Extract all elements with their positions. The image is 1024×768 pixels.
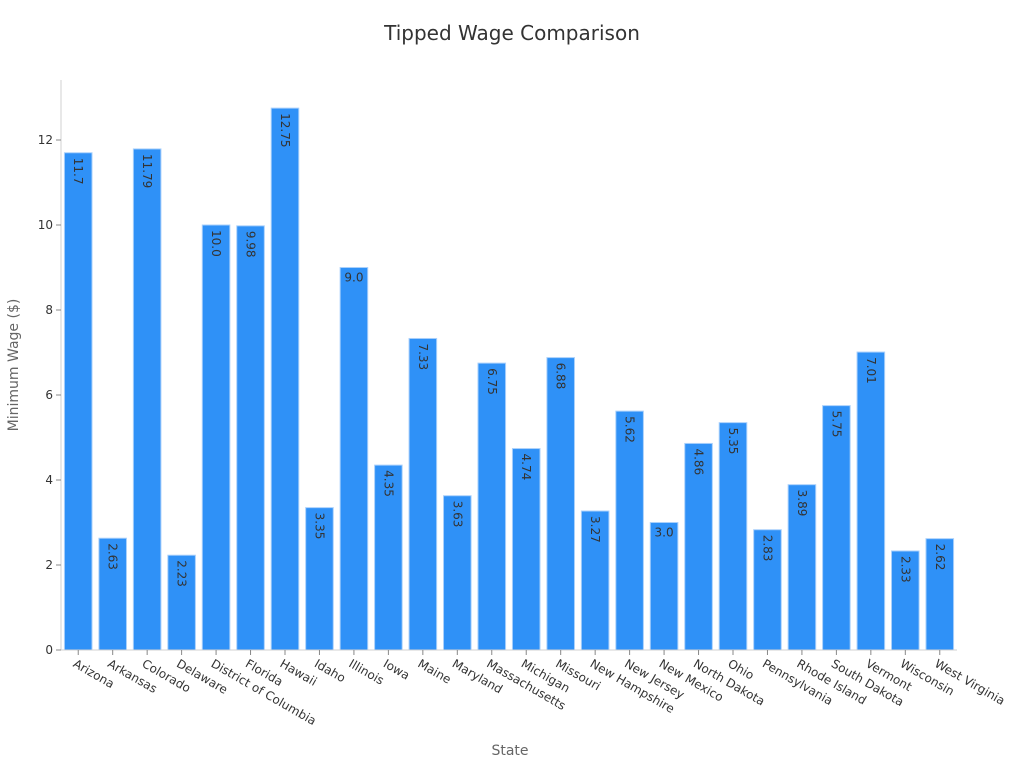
bar-rect <box>546 357 575 651</box>
bar-delaware: 2.23 <box>167 554 196 651</box>
y-tick-label: 4 <box>45 473 53 487</box>
bar-value-label: 5.62 <box>623 416 637 443</box>
y-axis-label: Minimum Wage ($) <box>6 299 22 432</box>
bar-florida: 9.98 <box>236 225 265 651</box>
bar-iowa: 4.35 <box>374 464 403 651</box>
bar-value-label: 2.33 <box>898 556 912 583</box>
bar-district-of-columbia: 10.0 <box>201 224 231 651</box>
x-axis: ArizonaArkansasColoradoDelawareDistrict … <box>61 649 1007 728</box>
x-tick-label: Iowa <box>381 656 412 682</box>
y-tick-label: 0 <box>45 643 53 657</box>
bar-wisconsin: 2.33 <box>891 550 920 651</box>
bar-rect <box>649 522 679 651</box>
bar-massachusetts: 6.75 <box>477 362 507 651</box>
bar-value-label: 5.35 <box>726 428 740 455</box>
y-tick-label: 6 <box>45 388 53 402</box>
bar-rect <box>63 152 93 651</box>
bar-value-label: 11.7 <box>71 158 85 185</box>
bar-rect <box>270 107 300 651</box>
x-tick-label: Illinois <box>346 656 386 687</box>
bar-value-label: 4.35 <box>381 470 395 497</box>
x-tick-label: Maine <box>415 656 453 686</box>
bar-rect <box>98 537 127 651</box>
bar-value-label: 9.98 <box>244 231 258 258</box>
bar-new-hampshire: 3.27 <box>580 510 610 651</box>
bar-maryland: 3.63 <box>443 495 472 651</box>
bars-group: 11.7 2.63 11.79 2.23 10.0 9.98 12.75 3.35 9.0 4.3… <box>63 107 955 651</box>
bar-rect <box>305 507 334 651</box>
bar-rhode-island: 3.89 <box>787 484 817 651</box>
y-tick-label: 12 <box>38 133 53 147</box>
y-axis: 0 2 4 6 8 10 12 <box>38 80 62 657</box>
bar-rect <box>580 510 610 651</box>
bar-value-label: 3.35 <box>312 513 326 540</box>
y-tick-label: 10 <box>38 218 53 232</box>
bar-rect <box>822 405 851 651</box>
bar-value-label: 2.23 <box>175 560 189 587</box>
bar-north-dakota: 4.86 <box>684 442 713 651</box>
bar-rect <box>201 224 231 651</box>
bar-colorado: 11.79 <box>132 148 162 651</box>
bar-rect <box>236 225 265 651</box>
bar-vermont: 7.01 <box>856 351 886 651</box>
bar-maine: 7.33 <box>408 337 438 651</box>
bar-value-label: 4.86 <box>692 448 706 475</box>
bar-rect <box>787 484 817 651</box>
bar-rect <box>856 351 886 651</box>
bar-value-label: 2.62 <box>933 544 947 571</box>
bar-rect <box>374 464 403 651</box>
bar-value-label: 6.75 <box>485 368 499 395</box>
x-axis-label: State <box>491 743 528 759</box>
bar-missouri: 6.88 <box>546 357 575 651</box>
x-tick-label: Idaho <box>312 656 348 685</box>
bar-arizona: 11.7 <box>63 152 93 651</box>
bar-rect <box>477 362 507 651</box>
bar-michigan: 4.74 <box>511 448 541 651</box>
bar-rect <box>718 422 748 651</box>
bar-value-label: 5.75 <box>829 411 843 438</box>
bar-south-dakota: 5.75 <box>822 405 851 651</box>
bar-rect <box>615 410 644 651</box>
bar-idaho: 3.35 <box>305 507 334 651</box>
bar-value-label: 7.01 <box>864 357 878 384</box>
bar-new-mexico: 3.0 <box>649 522 679 651</box>
bar-value-label: 3.27 <box>588 516 602 543</box>
bar-rect <box>511 448 541 651</box>
bar-rect <box>408 337 438 651</box>
bar-value-label: 9.0 <box>344 271 363 285</box>
bar-west-virginia: 2.62 <box>925 538 955 651</box>
bar-rect <box>891 550 920 651</box>
bar-value-label: 3.63 <box>450 501 464 528</box>
bar-illinois: 9.0 <box>339 267 369 651</box>
x-tick-label: Hawaii <box>278 656 320 688</box>
bar-rect <box>443 495 472 651</box>
bar-pennsylvania: 2.83 <box>753 529 782 651</box>
bar-value-label: 12.75 <box>278 113 292 147</box>
y-tick-label: 2 <box>45 558 53 572</box>
chart-title: Tipped Wage Comparison <box>383 21 640 45</box>
bar-value-label: 10.0 <box>209 230 223 257</box>
bar-value-label: 11.79 <box>140 154 154 188</box>
bar-value-label: 6.88 <box>554 363 568 390</box>
bar-new-jersey: 5.62 <box>615 410 644 651</box>
bar-value-label: 3.89 <box>795 490 809 517</box>
bar-rect <box>339 267 369 651</box>
bar-value-label: 3.0 <box>655 526 674 540</box>
bar-rect <box>132 148 162 651</box>
bar-value-label: 2.83 <box>760 535 774 562</box>
bar-ohio: 5.35 <box>718 422 748 651</box>
bar-value-label: 7.33 <box>416 343 430 370</box>
bar-value-label: 2.63 <box>106 543 120 570</box>
bar-arkansas: 2.63 <box>98 537 127 651</box>
bar-value-label: 4.74 <box>519 454 533 481</box>
bar-hawaii: 12.75 <box>270 107 300 651</box>
y-tick-label: 8 <box>45 303 53 317</box>
bar-rect <box>684 442 713 651</box>
